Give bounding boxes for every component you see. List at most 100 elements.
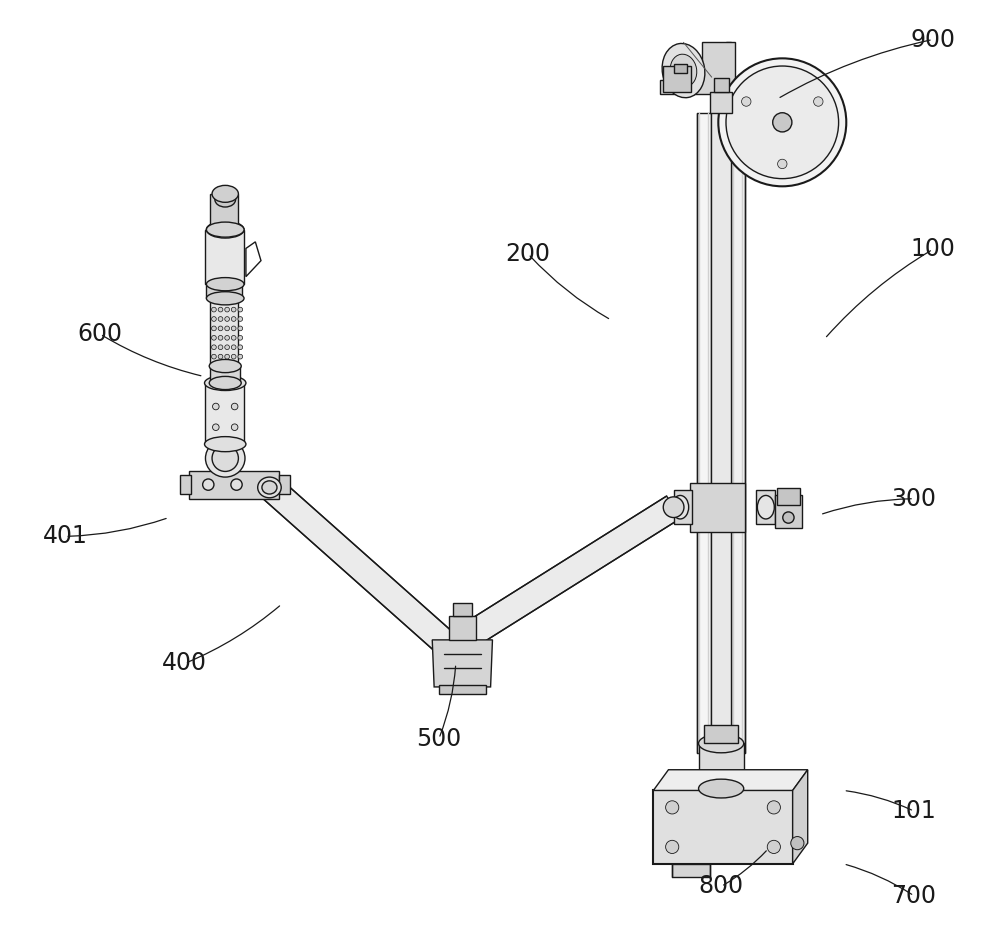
Ellipse shape [238,345,243,350]
Ellipse shape [218,355,223,359]
Text: 900: 900 [910,27,955,52]
Bar [714,78,729,92]
Ellipse shape [231,307,236,311]
Text: 401: 401 [43,524,88,549]
Ellipse shape [726,66,839,179]
Text: 800: 800 [699,874,744,899]
Bar [731,113,745,753]
Ellipse shape [778,159,787,168]
Ellipse shape [662,43,705,98]
Bar [777,488,800,505]
Ellipse shape [218,345,223,350]
Bar [663,66,691,92]
Bar [674,64,687,73]
Bar [674,490,692,524]
Ellipse shape [258,477,281,498]
Ellipse shape [218,317,223,322]
Ellipse shape [231,317,236,322]
Polygon shape [793,770,808,864]
Ellipse shape [231,327,236,331]
Ellipse shape [225,307,229,311]
Ellipse shape [663,497,684,518]
Polygon shape [726,42,731,94]
Ellipse shape [213,423,219,431]
Bar [210,194,238,230]
Text: 600: 600 [78,322,123,346]
Bar [210,366,240,383]
Ellipse shape [212,345,216,350]
Ellipse shape [209,376,241,390]
Ellipse shape [666,801,679,814]
Ellipse shape [206,278,244,291]
Ellipse shape [212,355,216,359]
Ellipse shape [225,336,229,340]
Ellipse shape [225,327,229,331]
Ellipse shape [231,355,236,359]
Ellipse shape [225,355,229,359]
Ellipse shape [203,479,214,490]
Ellipse shape [212,336,216,340]
Bar [206,284,242,298]
Ellipse shape [666,840,679,853]
Ellipse shape [742,97,751,106]
Bar [279,475,290,494]
Polygon shape [653,770,808,790]
Bar [704,725,738,743]
Bar [205,230,244,284]
Polygon shape [432,640,492,687]
Bar [449,616,476,640]
Bar [699,743,744,789]
Ellipse shape [206,221,244,238]
Ellipse shape [212,185,238,202]
Bar [697,113,711,753]
Ellipse shape [767,840,780,853]
Ellipse shape [238,336,243,340]
Ellipse shape [215,192,236,207]
Ellipse shape [212,317,216,322]
Ellipse shape [225,345,229,350]
Ellipse shape [231,404,238,410]
Bar [710,92,732,113]
Ellipse shape [218,327,223,331]
Ellipse shape [783,512,794,523]
Text: 700: 700 [892,884,937,908]
Ellipse shape [218,307,223,311]
Ellipse shape [205,437,246,452]
Text: 300: 300 [892,486,937,511]
Text: 100: 100 [910,237,955,262]
Ellipse shape [231,479,242,490]
Bar [672,864,710,877]
Ellipse shape [231,423,238,431]
Ellipse shape [699,734,744,753]
Ellipse shape [767,801,780,814]
Ellipse shape [814,97,823,106]
Polygon shape [660,42,735,94]
Ellipse shape [773,113,792,132]
Bar [690,483,745,532]
Bar [210,298,238,366]
Ellipse shape [238,355,243,359]
Ellipse shape [791,837,804,850]
Ellipse shape [238,307,243,311]
Ellipse shape [238,317,243,322]
Ellipse shape [209,359,241,373]
Ellipse shape [225,317,229,322]
Ellipse shape [231,345,236,350]
Bar [439,685,486,694]
Bar [653,790,793,864]
Bar [711,113,731,753]
Ellipse shape [206,292,244,305]
Ellipse shape [212,445,238,471]
Polygon shape [455,496,681,651]
Bar [453,603,472,616]
Ellipse shape [205,375,246,391]
Text: 101: 101 [892,799,936,823]
Ellipse shape [231,336,236,340]
Bar [775,495,802,528]
Ellipse shape [718,58,846,186]
Bar [205,383,244,444]
Ellipse shape [218,336,223,340]
Ellipse shape [757,495,774,519]
Ellipse shape [213,404,219,410]
Text: 200: 200 [506,242,551,266]
